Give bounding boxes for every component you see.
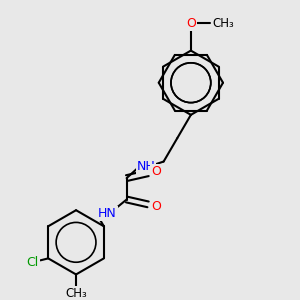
Text: O: O (151, 200, 161, 213)
Text: CH₃: CH₃ (212, 17, 234, 30)
Text: CH₃: CH₃ (65, 287, 87, 300)
Text: HN: HN (98, 207, 117, 220)
Text: Cl: Cl (26, 256, 39, 269)
Text: O: O (151, 165, 161, 178)
Text: NH: NH (137, 160, 155, 173)
Text: O: O (186, 17, 196, 30)
